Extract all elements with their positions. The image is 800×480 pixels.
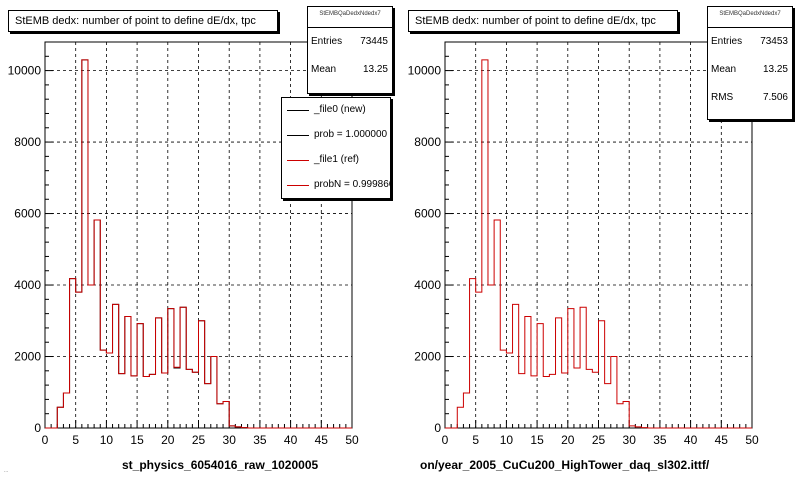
right-x-tick-label: 30 bbox=[623, 433, 637, 447]
left-x-tick-label: 20 bbox=[161, 433, 175, 447]
left-stats-mean-label: Mean bbox=[311, 64, 337, 75]
right-stats-entries-value: 73453 bbox=[760, 36, 788, 47]
right-x-tick-label: 10 bbox=[500, 433, 514, 447]
left-stats-mean-value: 13.25 bbox=[362, 64, 388, 75]
left-x-tick-label: 25 bbox=[192, 433, 206, 447]
left-x-tick-label: 30 bbox=[223, 433, 237, 447]
right-y-tick-label: 0 bbox=[434, 421, 441, 435]
left-legend: _file0 (new) prob = 1.000000 _file1 (ref… bbox=[281, 97, 391, 199]
left-y-tick-label: 2000 bbox=[14, 350, 41, 364]
left-y-tick-label: 10000 bbox=[8, 64, 42, 78]
left-y-tick-label: 0 bbox=[34, 421, 41, 435]
right-x-tick-label: 40 bbox=[684, 433, 698, 447]
right-y-tick-label: 8000 bbox=[414, 135, 441, 149]
right-stats-name: StEMBQaDedxNdedx7 bbox=[708, 7, 792, 28]
left-x-tick-label: 5 bbox=[72, 433, 79, 447]
right-x-tick-label: 50 bbox=[745, 433, 759, 447]
right-x-tick-label: 35 bbox=[653, 433, 667, 447]
left-y-tick-label: 6000 bbox=[14, 207, 41, 221]
left-stats-entries-label: Entries bbox=[311, 36, 343, 47]
legend-entry-probn: probN = 0.999866 bbox=[282, 173, 390, 198]
left-x-tick-label: 15 bbox=[130, 433, 144, 447]
left-x-tick-label: 0 bbox=[42, 433, 49, 447]
left-stats-entries-value: 73445 bbox=[360, 36, 388, 47]
tiny-footer-text: ... bbox=[4, 468, 9, 474]
legend-entry-new: _file0 (new) bbox=[282, 98, 390, 123]
right-stats-rms-label: RMS bbox=[711, 92, 734, 103]
right-x-tick-label: 25 bbox=[592, 433, 606, 447]
right-chart-title: StEMB dedx: number of point to define dE… bbox=[408, 10, 678, 32]
left-chart-title: StEMB dedx: number of point to define dE… bbox=[8, 10, 278, 32]
right-y-tick-label: 6000 bbox=[414, 207, 441, 221]
left-histogram-series-1 bbox=[45, 59, 352, 429]
legend-entry-prob-text: prob = 1.000000 bbox=[314, 129, 388, 140]
left-x-axis-label: st_physics_6054016_raw_1020005 bbox=[122, 458, 319, 472]
right-stats-rms-value: 7.506 bbox=[762, 92, 788, 103]
right-x-tick-label: 0 bbox=[442, 433, 449, 447]
right-y-tick-label: 4000 bbox=[414, 278, 441, 292]
left-x-tick-label: 10 bbox=[100, 433, 114, 447]
right-x-tick-label: 15 bbox=[530, 433, 544, 447]
left-stats-name: StEMBQaDedxNdedx7 bbox=[308, 7, 392, 28]
right-stats-mean-value: 13.25 bbox=[762, 64, 788, 75]
legend-entry-ref-text: _file1 (ref) bbox=[314, 154, 360, 165]
right-x-axis-label: on/year_2005_CuCu200_HighTower_daq_sl302… bbox=[420, 458, 710, 472]
left-x-tick-label: 40 bbox=[284, 433, 298, 447]
right-histogram-series-0 bbox=[445, 59, 752, 429]
legend-entry-probn-text: probN = 0.999866 bbox=[314, 179, 391, 190]
right-x-tick-label: 45 bbox=[715, 433, 729, 447]
right-y-tick-label: 2000 bbox=[414, 350, 441, 364]
right-stats-entries-label: Entries bbox=[711, 36, 743, 47]
right-x-tick-label: 20 bbox=[561, 433, 575, 447]
right-stats-mean-label: Mean bbox=[711, 64, 737, 75]
left-x-tick-label: 50 bbox=[345, 433, 359, 447]
right-x-tick-label: 5 bbox=[472, 433, 479, 447]
left-x-tick-label: 35 bbox=[253, 433, 267, 447]
legend-entry-prob: prob = 1.000000 bbox=[282, 123, 390, 148]
legend-entry-ref: _file1 (ref) bbox=[282, 148, 390, 173]
left-y-tick-label: 4000 bbox=[14, 278, 41, 292]
left-y-tick-label: 8000 bbox=[14, 135, 41, 149]
left-x-tick-label: 45 bbox=[315, 433, 329, 447]
legend-entry-new-text: _file0 (new) bbox=[314, 104, 366, 115]
right-stats-box: StEMBQaDedxNdedx7 Entries 73453 Mean 13.25… bbox=[707, 6, 793, 120]
left-stats-box: StEMBQaDedxNdedx7 Entries 73445 Mean 13.25 bbox=[307, 6, 393, 94]
right-y-tick-label: 10000 bbox=[408, 64, 442, 78]
